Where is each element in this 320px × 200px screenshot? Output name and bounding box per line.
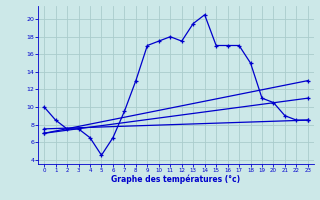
X-axis label: Graphe des températures (°c): Graphe des températures (°c) [111, 175, 241, 184]
